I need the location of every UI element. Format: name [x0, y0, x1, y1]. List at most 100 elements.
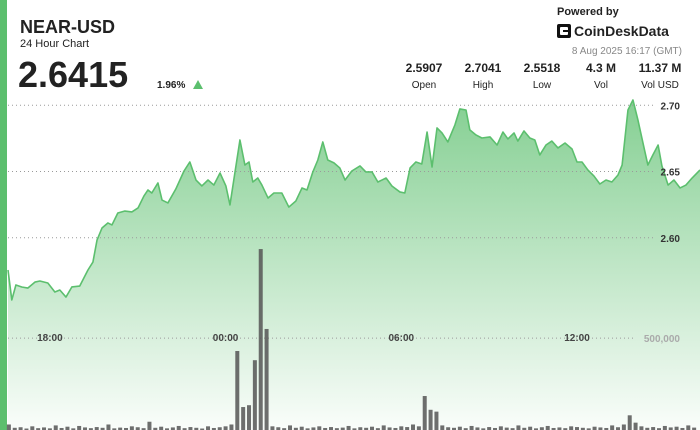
volume-bar	[141, 428, 146, 430]
volume-bar	[657, 428, 661, 430]
volume-bar	[387, 427, 392, 430]
stat-value: 2.7041	[465, 61, 502, 75]
stat-label: High	[473, 80, 494, 91]
volume-bar	[323, 427, 328, 430]
volume-bar	[147, 421, 152, 430]
up-arrow	[193, 80, 203, 89]
label-layer: 2.60 2.65 2.70 18:00 00:00 06:00 12:00 500,000	[37, 101, 680, 345]
volume-bar	[370, 426, 375, 430]
volume-bar	[94, 427, 99, 430]
volume-bar	[71, 428, 76, 430]
grid-layer	[8, 104, 655, 339]
volume-bar	[586, 428, 591, 430]
stat-value: 4.3 M	[586, 61, 616, 75]
volume-bar	[159, 426, 164, 430]
volume-bar	[206, 426, 211, 430]
volume-bar	[592, 426, 597, 430]
volume-bar	[352, 428, 357, 430]
y-tick-label: 2.60	[661, 234, 681, 245]
volume-bar	[493, 427, 498, 430]
volume-bar	[487, 427, 492, 430]
stat-label: Vol USD	[641, 80, 679, 91]
chart-subtitle: 24 Hour Chart	[20, 38, 89, 50]
volume-bar	[112, 428, 117, 430]
volume-bar	[88, 428, 93, 430]
symbol-title: NEAR-USD	[20, 17, 115, 37]
volume-bar	[77, 425, 82, 430]
y-tick-label: 2.65	[661, 168, 681, 179]
volume-bar	[346, 425, 351, 430]
volume-bar	[47, 428, 52, 430]
powered-by: Powered by	[557, 6, 620, 18]
volume-bar	[481, 428, 486, 430]
volume-bar	[662, 425, 667, 430]
stats: 2.5907 Open 2.7041 High 2.5518 Low 4.3 M Vol 11.…	[406, 61, 682, 91]
volume-bar	[440, 425, 445, 430]
volume-bar	[223, 426, 228, 430]
volume-bar	[692, 427, 697, 430]
volume-bar	[252, 360, 257, 430]
volume-layer	[6, 249, 697, 430]
volume-bar	[633, 422, 638, 430]
timestamp: 8 Aug 2025 16:17 (GMT)	[572, 46, 682, 57]
volume-bar	[621, 424, 626, 430]
volume-bar	[639, 426, 644, 430]
volume-bar	[645, 427, 650, 430]
volume-bar	[165, 428, 170, 430]
volume-bar	[288, 425, 293, 430]
volume-bar	[516, 425, 521, 430]
volume-bar	[299, 426, 304, 430]
volume-bar	[416, 426, 421, 430]
volume-bar	[65, 426, 70, 430]
volume-bar	[610, 425, 615, 430]
volume-bar	[498, 426, 503, 430]
volume-bar	[118, 427, 123, 430]
volume-bar	[557, 427, 562, 430]
volume-bar	[522, 427, 527, 430]
volume-bar	[358, 427, 363, 430]
volume-bar	[30, 426, 35, 430]
volume-bar	[340, 427, 345, 430]
volume-bar	[59, 427, 64, 430]
volume-bar	[422, 396, 427, 430]
stat-value: 11.37 M	[639, 61, 682, 75]
area-layer	[8, 99, 700, 430]
volume-tick-label: 500,000	[644, 334, 681, 345]
volume-bar	[668, 427, 673, 430]
y-tick-label: 2.70	[661, 101, 681, 112]
volume-bar	[598, 427, 603, 430]
volume-bar	[375, 428, 380, 430]
price-line	[7, 99, 700, 301]
price-change: 1.96%	[157, 80, 185, 91]
volume-bar	[504, 427, 509, 430]
volume-bar	[545, 425, 550, 430]
volume-bar	[457, 426, 462, 430]
last-price: 2.6415	[18, 54, 128, 95]
volume-bar	[235, 351, 240, 430]
volume-bar	[229, 424, 234, 430]
volume-bar	[475, 427, 480, 430]
volume-bar	[270, 426, 275, 430]
volume-bar	[627, 415, 632, 430]
volume-bar	[12, 427, 17, 430]
volume-bar	[381, 425, 386, 430]
volume-bar	[674, 426, 679, 430]
volume-bar	[399, 426, 404, 430]
volume-bar	[463, 428, 468, 430]
volume-bar	[510, 428, 515, 430]
volume-bar	[153, 427, 158, 430]
volume-bar	[364, 427, 369, 430]
volume-bar	[569, 426, 574, 430]
volume-bar	[616, 427, 620, 430]
volume-bar	[100, 427, 105, 430]
volume-bar	[563, 428, 568, 430]
volume-bar	[539, 427, 544, 430]
stat-value: 2.5518	[524, 61, 561, 75]
volume-bar	[6, 424, 11, 430]
volume-bar	[329, 427, 334, 430]
volume-bar	[651, 427, 656, 430]
volume-bar	[135, 427, 140, 430]
volume-bar	[24, 428, 29, 430]
volume-bar	[258, 249, 263, 430]
volume-bar	[194, 427, 199, 430]
